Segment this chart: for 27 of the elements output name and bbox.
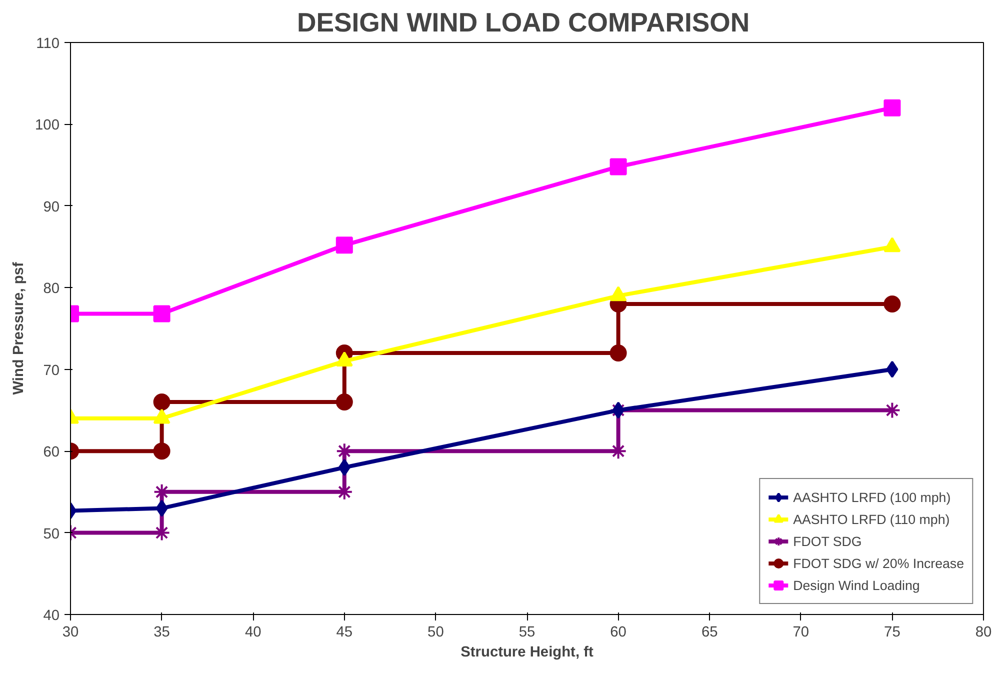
x-tick-label: 35	[154, 624, 170, 640]
legend-label: Design Wind Loading	[793, 578, 920, 592]
y-tick-label: 80	[43, 281, 60, 298]
x-tick-label: 60	[610, 624, 626, 640]
legend-label: AASHTO LRFD (110 mph)	[793, 512, 950, 526]
y-axis-title: Wind Pressure, psf	[11, 262, 28, 395]
x-tick-label: 55	[518, 624, 536, 640]
x-tick-label: 40	[244, 624, 262, 640]
legend-label: FDOT SDG w/ 20% Increase	[793, 556, 964, 570]
y-tick-label: 110	[36, 36, 60, 52]
y-tick-label: 50	[43, 526, 60, 542]
y-tick-label: 100	[35, 118, 60, 134]
x-tick-label: 50	[428, 624, 444, 640]
y-tick-label: 60	[43, 444, 60, 461]
x-tick-label: 80	[975, 624, 992, 640]
chart-title: DESIGN WIND LOAD COMPARISON	[296, 8, 750, 38]
legend-label: AASHTO LRFD (100 mph)	[793, 490, 951, 504]
y-tick-label: 70	[43, 362, 60, 379]
x-tick-label: 30	[62, 624, 79, 640]
x-tick-label: 45	[336, 624, 353, 640]
x-tick-label: 65	[701, 624, 718, 640]
x-axis-title: Structure Height, ft	[460, 644, 594, 660]
x-tick-label: 75	[884, 624, 900, 640]
x-tick-label: 70	[792, 624, 810, 640]
y-tick-label: 40	[43, 608, 60, 624]
legend-label: FDOT SDG	[793, 534, 862, 548]
y-tick-label: 90	[43, 199, 60, 216]
